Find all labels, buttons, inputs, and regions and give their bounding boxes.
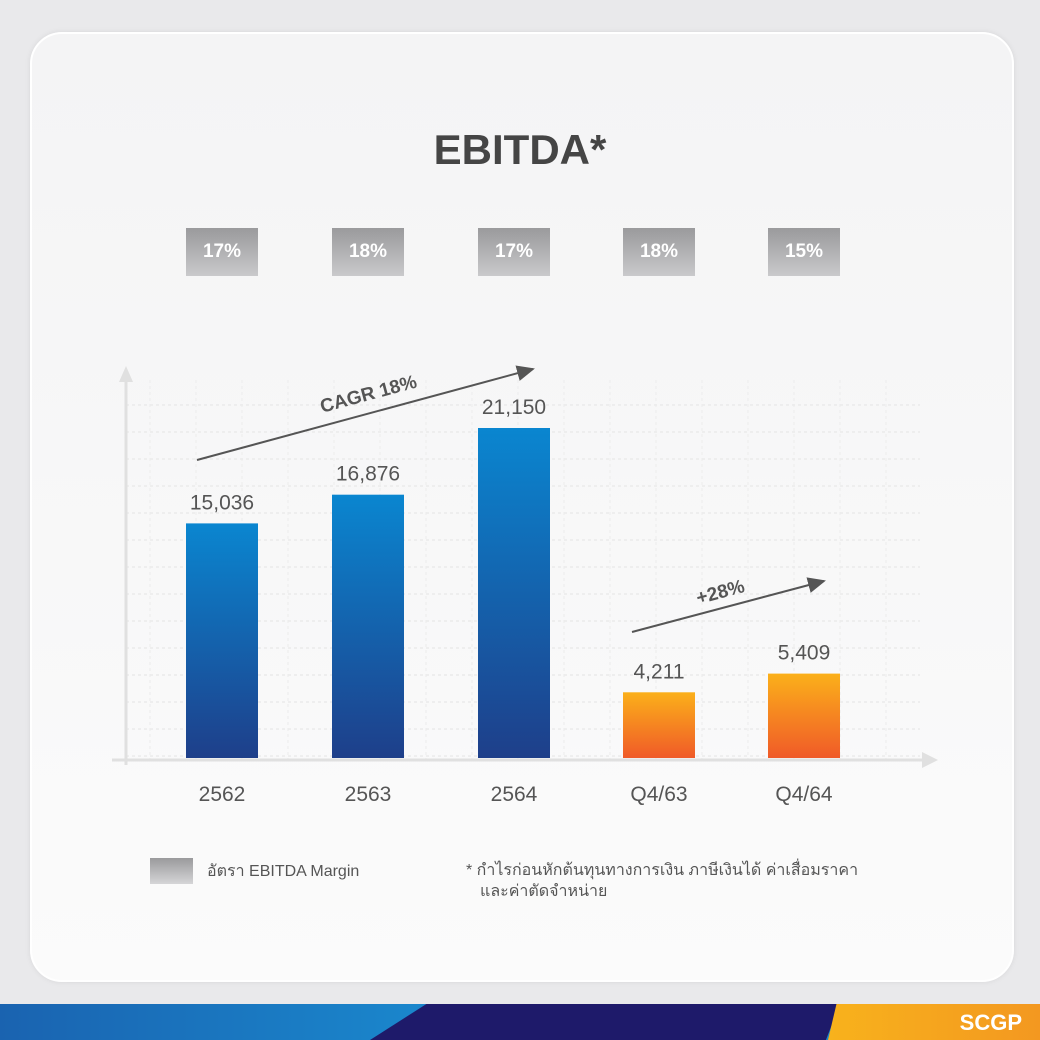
x-axis-arrow-icon (922, 752, 938, 768)
ebitda-margin-badge: 18% (332, 228, 404, 276)
bar-2563 (332, 494, 404, 758)
bar-Q4/63 (623, 692, 695, 758)
bar-2564 (478, 428, 550, 758)
x-tick-label: 2562 (199, 783, 246, 806)
chart-title: EBITDA* (433, 126, 607, 173)
ebitda-margin-badge: 17% (478, 228, 550, 276)
brand-logo: SCGP (959, 1010, 1022, 1035)
ebitda-margin-badge: 15% (768, 228, 840, 276)
cagr-arrow (196, 365, 535, 461)
legend-swatch (150, 858, 193, 884)
x-tick-label: Q4/64 (775, 783, 833, 806)
x-tick-label: 2563 (345, 783, 392, 806)
ebitda-margin-badge: 17% (186, 228, 258, 276)
legend: อัตรา EBITDA Margin (150, 858, 359, 884)
bar-2562 (186, 523, 258, 758)
bar-Q4/64 (768, 673, 840, 758)
cagr-label: CAGR 18% (318, 372, 419, 418)
value-label: 16,876 (336, 463, 400, 486)
value-label: 15,036 (190, 491, 254, 514)
bottom-bar-navy (370, 1004, 840, 1040)
legend-label: อัตรา EBITDA Margin (207, 862, 360, 880)
x-tick-label: Q4/63 (630, 783, 687, 806)
value-label: 4,211 (634, 660, 685, 683)
y-axis-arrow-icon (119, 366, 133, 382)
value-label: 5,409 (778, 642, 831, 665)
footnote-line1: * กำไรก่อนหักต้นทุนทางการเงิน ภาษีเงินได… (466, 862, 859, 879)
footnote-line2: และค่าตัดจำหน่าย (480, 883, 608, 900)
bottom-bar-orange (828, 1004, 1040, 1040)
ebitda-margin-badge: 18% (623, 228, 695, 276)
x-tick-label: 2564 (491, 783, 538, 806)
footnote: * กำไรก่อนหักต้นทุนทางการเงิน ภาษีเงินได… (466, 860, 946, 902)
value-label: 21,150 (482, 396, 546, 419)
growth-arrow (631, 577, 826, 633)
